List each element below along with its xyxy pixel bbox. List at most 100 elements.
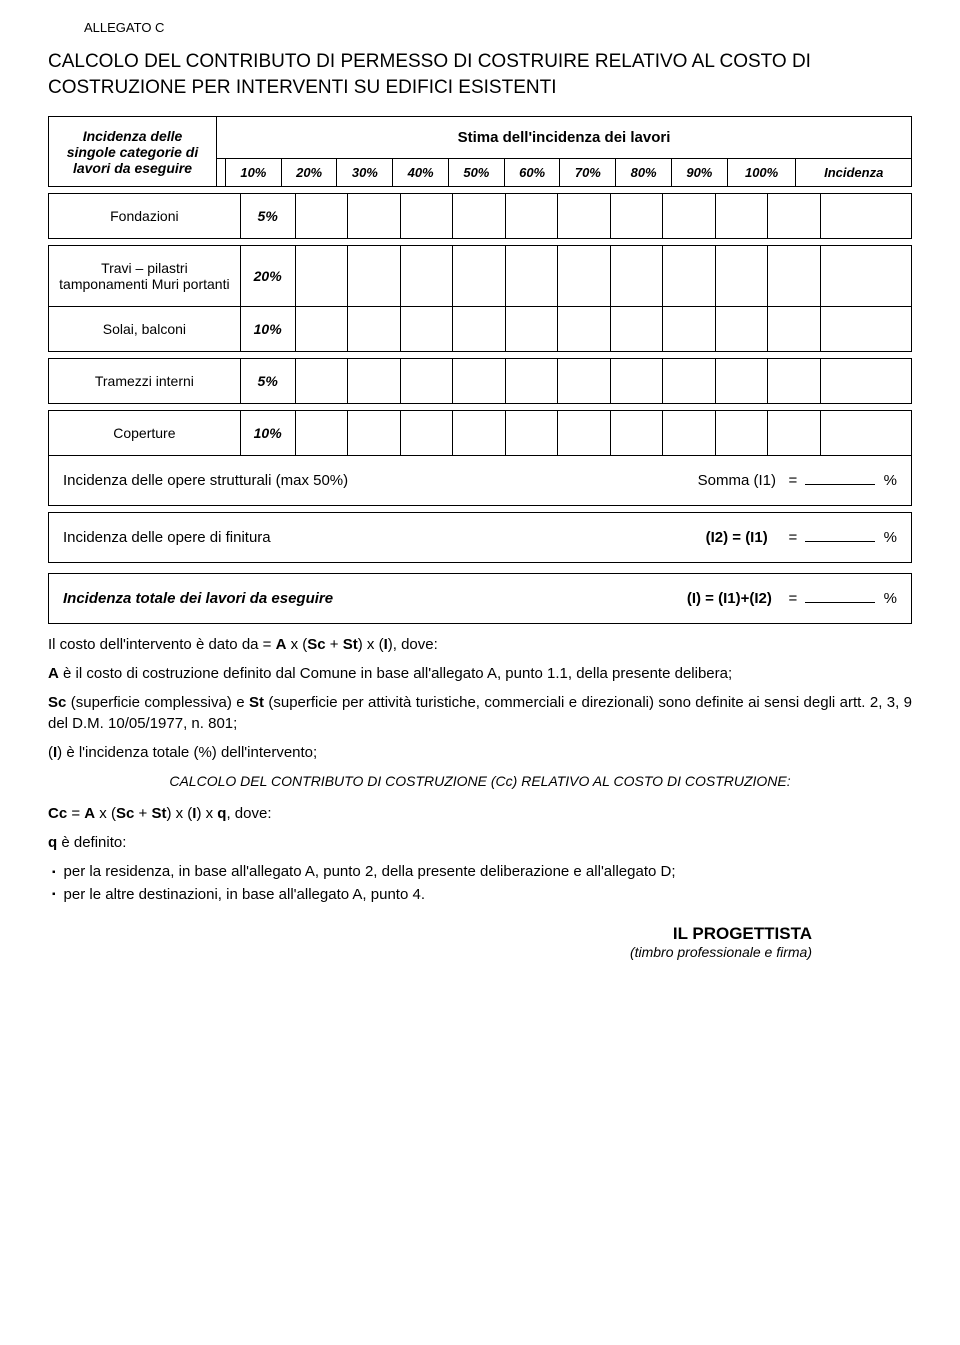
- col-50: 50%: [448, 159, 504, 187]
- row-label-1: Travi – pilastri tamponamenti Muri porta…: [49, 246, 241, 307]
- cell: [453, 246, 506, 307]
- cell: [558, 307, 611, 352]
- row-pct-2: 10%: [240, 307, 295, 352]
- box1-left: Incidenza delle opere strutturali (max 5…: [63, 472, 348, 489]
- box1: Incidenza delle opere strutturali (max 5…: [49, 456, 912, 506]
- q-li2: per le altre destinazioni, in base all'a…: [52, 884, 912, 907]
- cell: [768, 411, 821, 456]
- cell: [663, 194, 716, 239]
- cell: [348, 411, 401, 456]
- row-fondazioni: Fondazioni 5%: [48, 193, 912, 239]
- cell: [610, 246, 663, 307]
- calc-line: CALCOLO DEL CONTRIBUTO DI COSTRUZIONE (C…: [48, 773, 912, 789]
- cell: [558, 411, 611, 456]
- sig-sub: (timbro professionale e firma): [48, 944, 812, 960]
- cell: [348, 194, 401, 239]
- q-list: per la residenza, in base all'allegato A…: [48, 861, 912, 906]
- cell: [558, 194, 611, 239]
- cell: [768, 194, 821, 239]
- p3: Sc (superficie complessiva) e St (superf…: [48, 692, 912, 734]
- cell: [505, 246, 558, 307]
- row-pct-0: 5%: [240, 194, 295, 239]
- cell: [715, 194, 768, 239]
- col-100: 100%: [727, 159, 796, 187]
- col-90: 90%: [671, 159, 727, 187]
- body-text: Il costo dell'intervento è dato da = A x…: [48, 634, 912, 763]
- cell: [348, 246, 401, 307]
- box3-right: (I) = (I1)+(I2) = %: [687, 590, 897, 607]
- p1: Il costo dell'intervento è dato da = A x…: [48, 634, 912, 655]
- cell: [768, 359, 821, 404]
- cell: [505, 411, 558, 456]
- cell: [295, 411, 348, 456]
- cell: [505, 194, 558, 239]
- cell: [663, 246, 716, 307]
- cell: [400, 359, 453, 404]
- box2-left: Incidenza delle opere di finitura: [63, 529, 271, 546]
- cell: [610, 194, 663, 239]
- signature-block: IL PROGETTISTA (timbro professionale e f…: [48, 924, 912, 960]
- header-left: Incidenza delle singole categorie di lav…: [49, 117, 217, 187]
- cell: [295, 246, 348, 307]
- cc-formula: Cc = A x (Sc + St) x (I) x q, dove:: [48, 803, 912, 824]
- col-80: 80%: [616, 159, 672, 187]
- cell: [820, 411, 911, 456]
- cell: [610, 307, 663, 352]
- cell: [715, 359, 768, 404]
- row-label-0: Fondazioni: [49, 194, 241, 239]
- box1-right: Somma (I1) = %: [698, 472, 897, 489]
- cell: [453, 411, 506, 456]
- sig-title: IL PROGETTISTA: [48, 924, 812, 944]
- cell: [715, 411, 768, 456]
- col-30: 30%: [337, 159, 393, 187]
- row-tramezzi: Tramezzi interni 5%: [48, 358, 912, 404]
- cell: [663, 307, 716, 352]
- cell: [505, 359, 558, 404]
- allegato-label: ALLEGATO C: [84, 20, 912, 35]
- row-travi: Travi – pilastri tamponamenti Muri porta…: [48, 245, 912, 352]
- box3: Incidenza totale dei lavori da eseguire …: [48, 573, 912, 624]
- col-10: 10%: [225, 159, 281, 187]
- cell: [663, 359, 716, 404]
- page-title: CALCOLO DEL CONTRIBUTO DI PERMESSO DI CO…: [48, 49, 912, 100]
- row-pct-1: 20%: [240, 246, 295, 307]
- cell: [715, 307, 768, 352]
- row-pct-3: 5%: [240, 359, 295, 404]
- cell: [453, 194, 506, 239]
- cell: [453, 359, 506, 404]
- col-blank: [217, 159, 226, 187]
- cell: [558, 246, 611, 307]
- box2: Incidenza delle opere di finitura (I2) =…: [48, 512, 912, 563]
- cell: [820, 246, 911, 307]
- box3-left: Incidenza totale dei lavori da eseguire: [63, 590, 333, 607]
- row-coperture: Coperture 10% Incidenza delle opere stru…: [48, 410, 912, 506]
- cell: [348, 359, 401, 404]
- cc-block: Cc = A x (Sc + St) x (I) x q, dove: q è …: [48, 803, 912, 906]
- q-li1: per la residenza, in base all'allegato A…: [52, 861, 912, 884]
- col-70: 70%: [560, 159, 616, 187]
- cell: [768, 246, 821, 307]
- cell: [768, 307, 821, 352]
- row-label-2: Solai, balconi: [49, 307, 241, 352]
- cell: [295, 307, 348, 352]
- row-label-3: Tramezzi interni: [49, 359, 241, 404]
- cell: [400, 307, 453, 352]
- cell: [558, 359, 611, 404]
- cell: [348, 307, 401, 352]
- cell: [820, 307, 911, 352]
- q-def: q è definito:: [48, 832, 912, 853]
- cell: [400, 194, 453, 239]
- col-60: 60%: [504, 159, 560, 187]
- cell: [453, 307, 506, 352]
- header-stima: Stima dell'incidenza dei lavori: [217, 117, 912, 159]
- cell: [400, 411, 453, 456]
- box2-right: (I2) = (I1) = %: [706, 529, 897, 546]
- cell: [295, 359, 348, 404]
- cell: [820, 194, 911, 239]
- cell: [715, 246, 768, 307]
- cell: [295, 194, 348, 239]
- col-40: 40%: [393, 159, 449, 187]
- incidenza-table: Incidenza delle singole categorie di lav…: [48, 116, 912, 187]
- cell: [610, 411, 663, 456]
- col-20: 20%: [281, 159, 337, 187]
